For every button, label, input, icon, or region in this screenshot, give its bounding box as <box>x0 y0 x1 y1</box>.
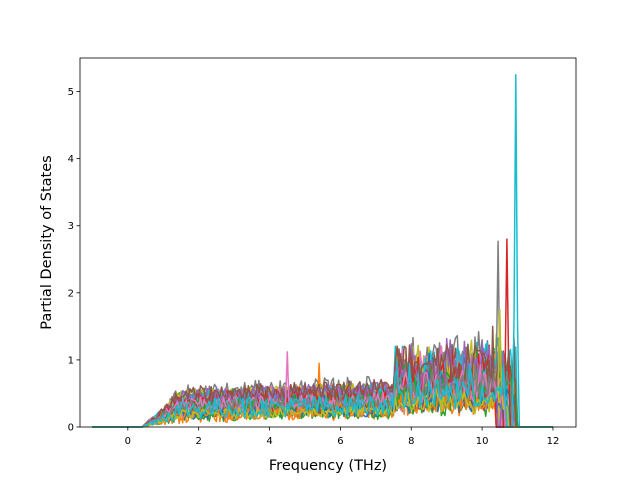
y-tick-label: 5 <box>68 87 74 98</box>
x-tick-label: 10 <box>476 436 489 447</box>
x-tick-label: 2 <box>195 436 201 447</box>
series-layer <box>92 74 553 428</box>
y-tick-label: 3 <box>68 221 74 232</box>
x-tick-label: 0 <box>125 436 131 447</box>
x-tick-label: 4 <box>266 436 272 447</box>
series-line <box>92 74 553 428</box>
series-line <box>92 325 553 428</box>
x-axis-label: Frequency (THz) <box>269 458 387 474</box>
y-tick-label: 0 <box>68 423 74 434</box>
y-axis-ticks: 0 1 2 3 4 5 <box>68 87 80 434</box>
y-tick-label: 2 <box>68 288 74 299</box>
x-axis-ticks: 0 2 4 6 8 10 12 <box>125 427 560 447</box>
y-tick-label: 4 <box>68 154 74 165</box>
plot-frame <box>79 57 577 428</box>
x-tick-label: 12 <box>547 436 560 447</box>
x-tick-label: 8 <box>408 436 414 447</box>
y-axis-label: Partial Density of States <box>39 155 55 329</box>
y-tick-label: 1 <box>68 355 74 366</box>
series-line <box>92 337 553 428</box>
x-tick-label: 6 <box>337 436 343 447</box>
